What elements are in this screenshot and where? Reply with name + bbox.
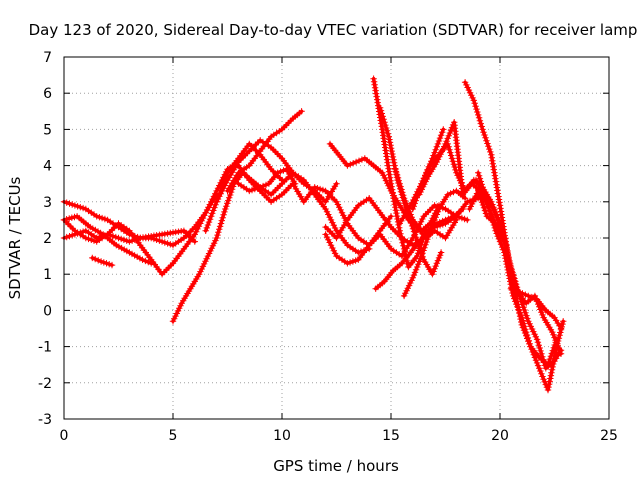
x-tick-label: 15 bbox=[382, 428, 400, 444]
x-tick-label: 5 bbox=[169, 428, 178, 444]
series-track-26 bbox=[475, 169, 567, 394]
series-markers bbox=[475, 169, 567, 394]
series-track-4 bbox=[60, 213, 155, 267]
chart-title: Day 123 of 2020, Sidereal Day-to-day VTE… bbox=[29, 21, 638, 39]
series-markers bbox=[507, 285, 565, 332]
data-series bbox=[60, 75, 567, 394]
series-track-18 bbox=[392, 166, 443, 234]
x-tick-label: 25 bbox=[600, 428, 618, 444]
x-tick-label: 0 bbox=[60, 428, 69, 444]
y-tick-label: -3 bbox=[38, 412, 52, 428]
series-markers bbox=[400, 187, 469, 300]
series-track-20 bbox=[400, 187, 469, 300]
series-track-27 bbox=[507, 285, 565, 332]
series-track-5 bbox=[89, 254, 116, 269]
y-tick-label: 2 bbox=[43, 231, 52, 247]
x-tick-label: 10 bbox=[273, 428, 291, 444]
y-tick-label: 6 bbox=[43, 86, 52, 102]
series-track-9 bbox=[224, 108, 305, 195]
y-tick-label: 4 bbox=[43, 159, 52, 175]
axis-ticks: 0 5 10 15 20 25 -3 -2 -1 0 1 2 3 4 5 6 7 bbox=[38, 50, 618, 444]
y-tick-label: 0 bbox=[43, 303, 52, 319]
y-axis-label: SDTVAR / TECUs bbox=[6, 176, 24, 299]
y-tick-label: 5 bbox=[43, 122, 52, 138]
x-tick-label: 20 bbox=[491, 428, 509, 444]
y-tick-label: -2 bbox=[38, 376, 52, 392]
y-tick-label: 7 bbox=[43, 50, 52, 66]
series-markers bbox=[89, 254, 116, 269]
series-markers bbox=[392, 166, 443, 234]
plot-frame bbox=[63, 56, 610, 420]
y-tick-label: -1 bbox=[38, 340, 52, 356]
x-axis-label: GPS time / hours bbox=[273, 457, 399, 475]
y-tick-label: 1 bbox=[43, 267, 52, 283]
y-tick-label: 3 bbox=[43, 195, 52, 211]
